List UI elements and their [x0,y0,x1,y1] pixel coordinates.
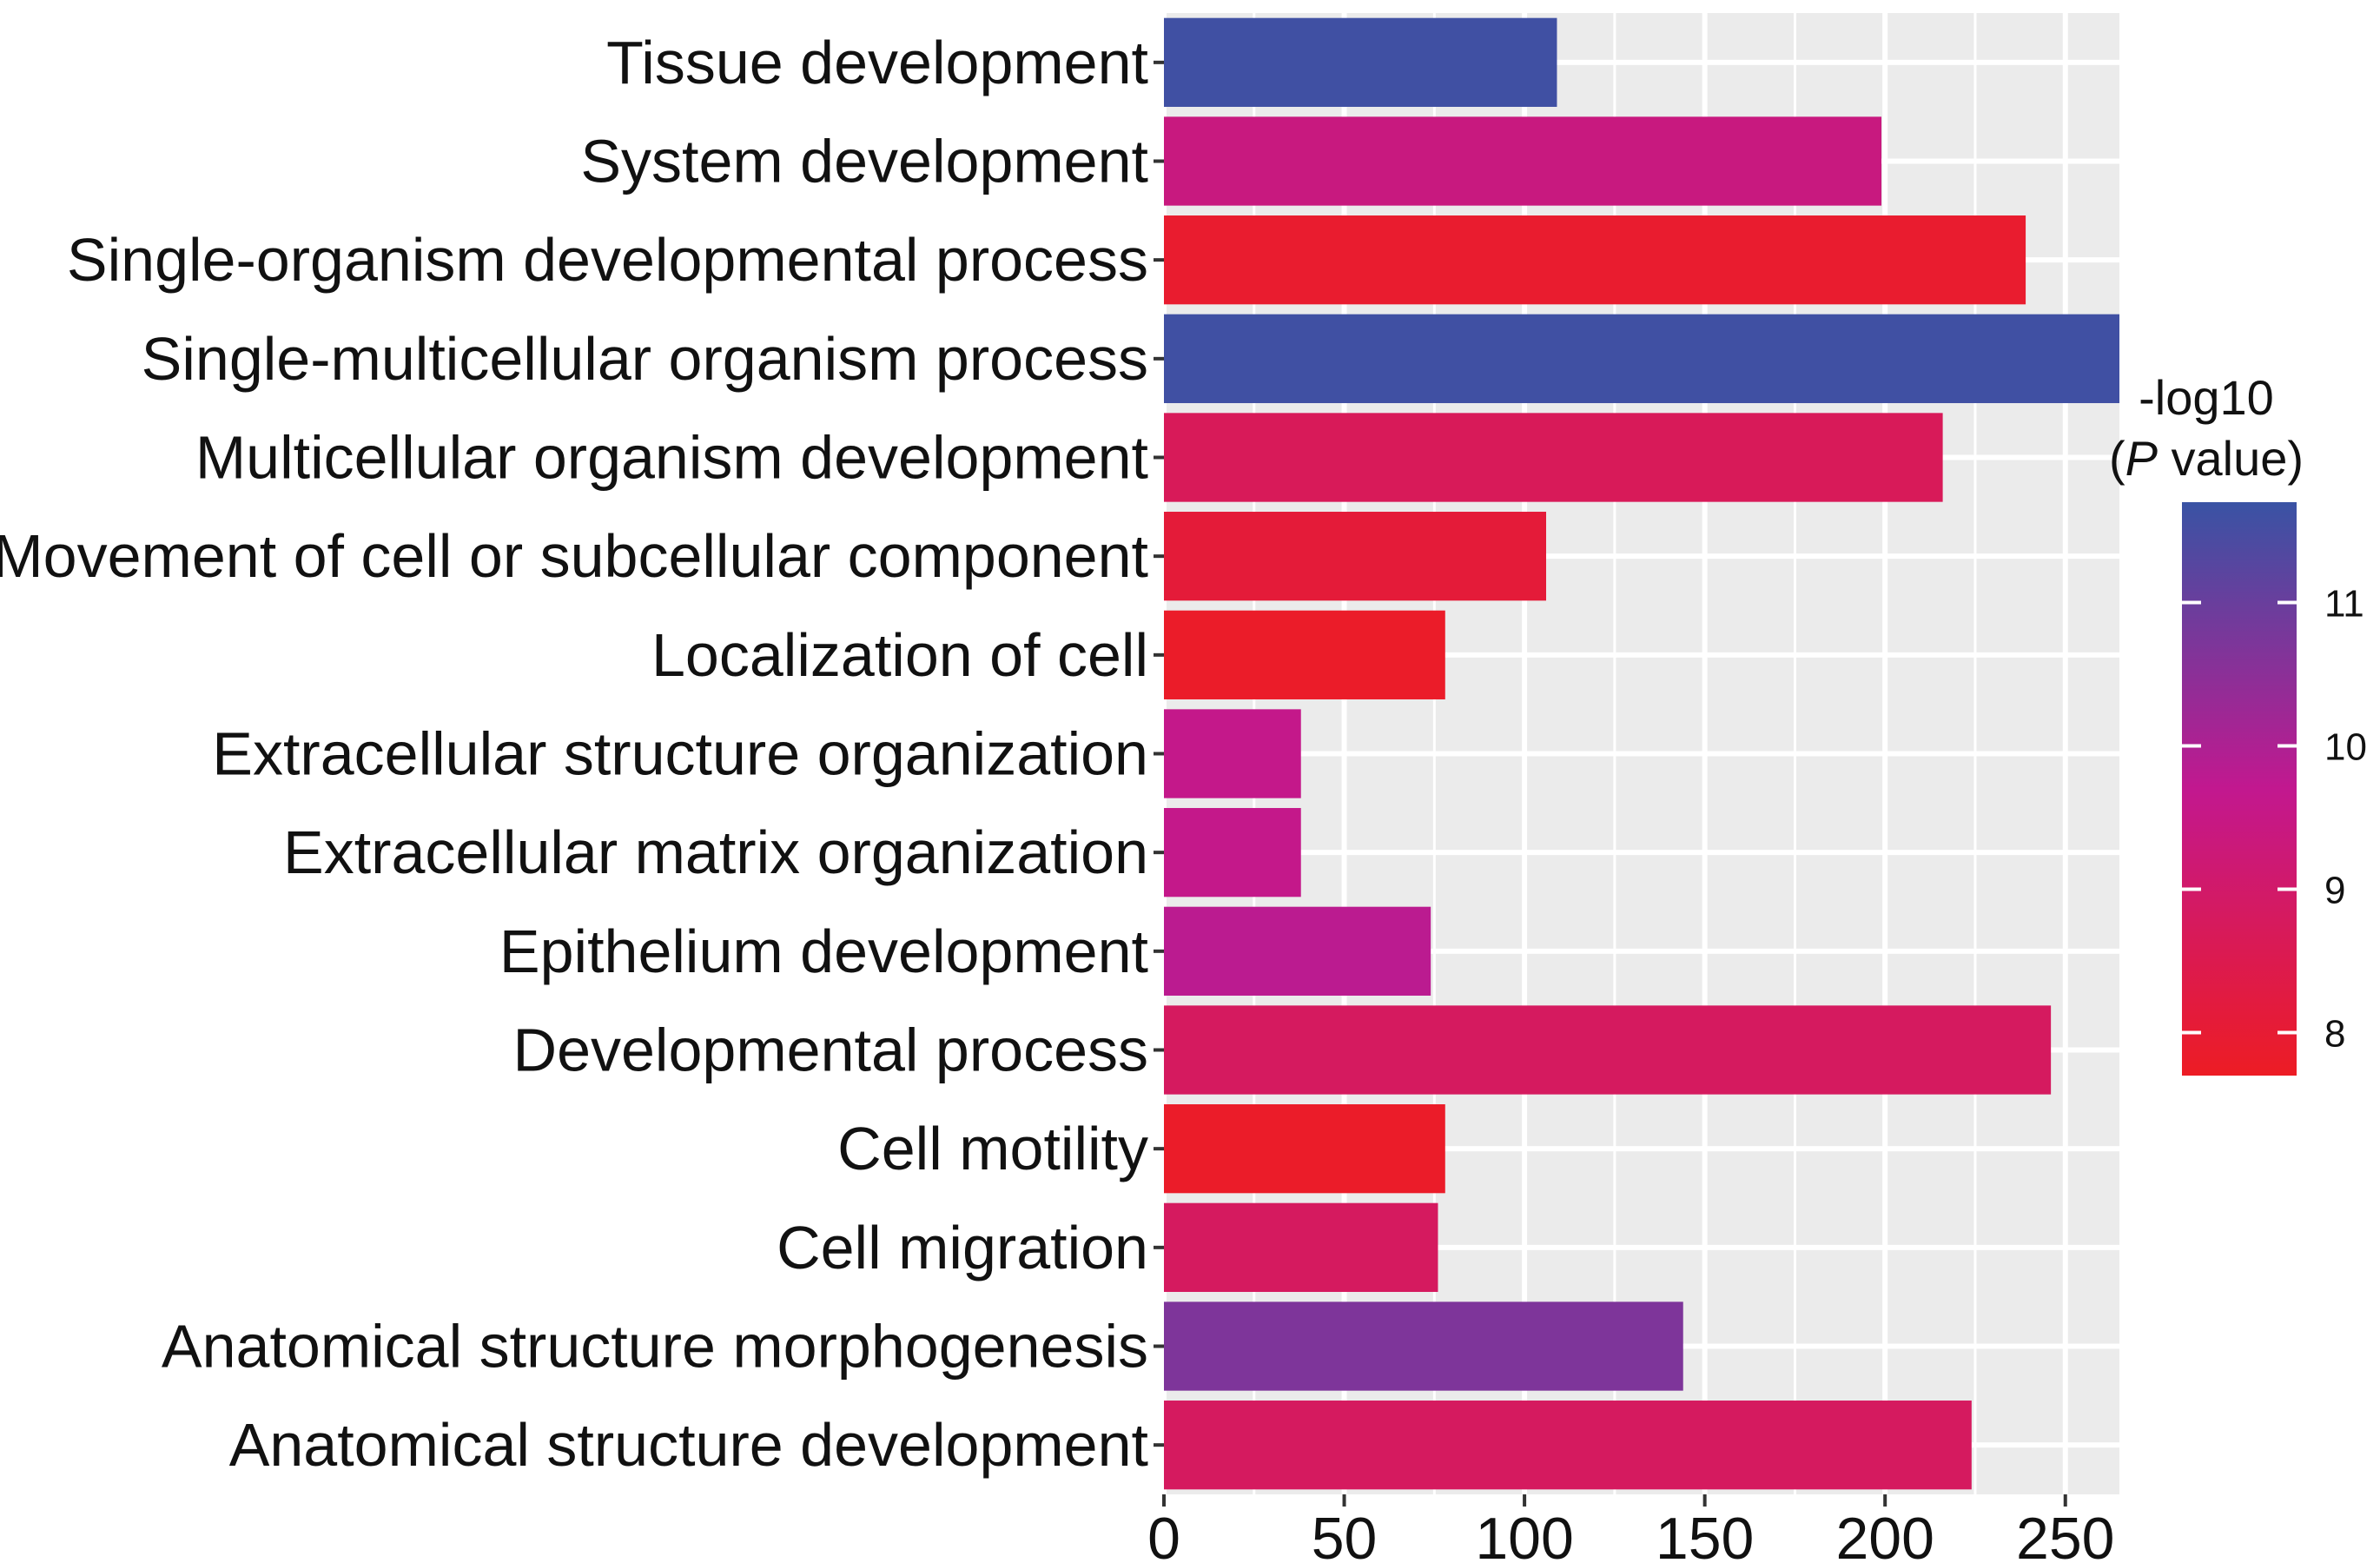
legend-ticks: 8 9 10 11 [2182,583,2367,1056]
category-label: Developmental process [513,1017,1148,1084]
bar [1164,906,1431,996]
bar [1164,215,2026,305]
legend-title-rest: value) [2158,431,2304,486]
legend-title-line1: -log10 [2139,370,2274,425]
category-label: Movement of cell or subcellular componen… [0,522,1148,590]
bar [1164,1401,1972,1490]
bar [1164,610,1445,699]
bar [1164,512,1546,601]
bar [1164,314,2119,403]
bar [1164,1104,1445,1194]
bar [1164,1202,1438,1292]
category-label: Cell migration [777,1214,1148,1282]
x-tick-label: 200 [1835,1506,1934,1563]
legend-title-p: P [2125,431,2158,486]
bar [1164,1005,2052,1095]
x-tick-label: 50 [1312,1506,1378,1563]
y-axis-labels: Tissue development System development Sing… [0,29,1164,1479]
x-tick-label: 100 [1475,1506,1573,1563]
legend-title-line2: (P value) [2109,431,2304,486]
category-label: Epithelium development [499,917,1148,985]
bar [1164,413,1943,502]
legend-tick-label: 10 [2324,726,2367,769]
category-label: Extracellular structure organization [212,720,1148,788]
bar [1164,709,1301,798]
legend-tick-label: 9 [2324,870,2345,912]
legend-title-open: ( [2109,431,2125,486]
category-label: Cell motility [837,1115,1148,1182]
category-label: Extracellular matrix organization [283,818,1148,886]
x-tick-label: 0 [1147,1506,1180,1563]
legend-tick-label: 8 [2324,1013,2345,1056]
x-tick-label: 250 [2016,1506,2114,1563]
category-label: Single-organism developmental process [67,226,1148,294]
x-tick-label: 150 [1656,1506,1754,1563]
category-label: Multicellular organism development [195,424,1148,492]
category-label: Localization of cell [651,621,1148,689]
bar [1164,1301,1683,1391]
category-label: Anatomical structure development [229,1411,1148,1479]
legend-colorbar [2182,502,2297,1076]
bar [1164,808,1301,897]
color-legend: -log10 (P value) 8 9 10 11 [2109,370,2367,1076]
bar [1164,17,1557,107]
legend-tick-label: 11 [2324,583,2364,626]
x-axis: 0 50 100 150 200 250 [1147,1494,2114,1563]
category-label: System development [580,128,1148,195]
bars [1164,17,2119,1490]
category-label: Anatomical structure morphogenesis [162,1313,1148,1381]
category-label: Single-multicellular organism process [142,325,1148,393]
bar [1164,116,1882,206]
category-label: Tissue development [606,29,1148,96]
